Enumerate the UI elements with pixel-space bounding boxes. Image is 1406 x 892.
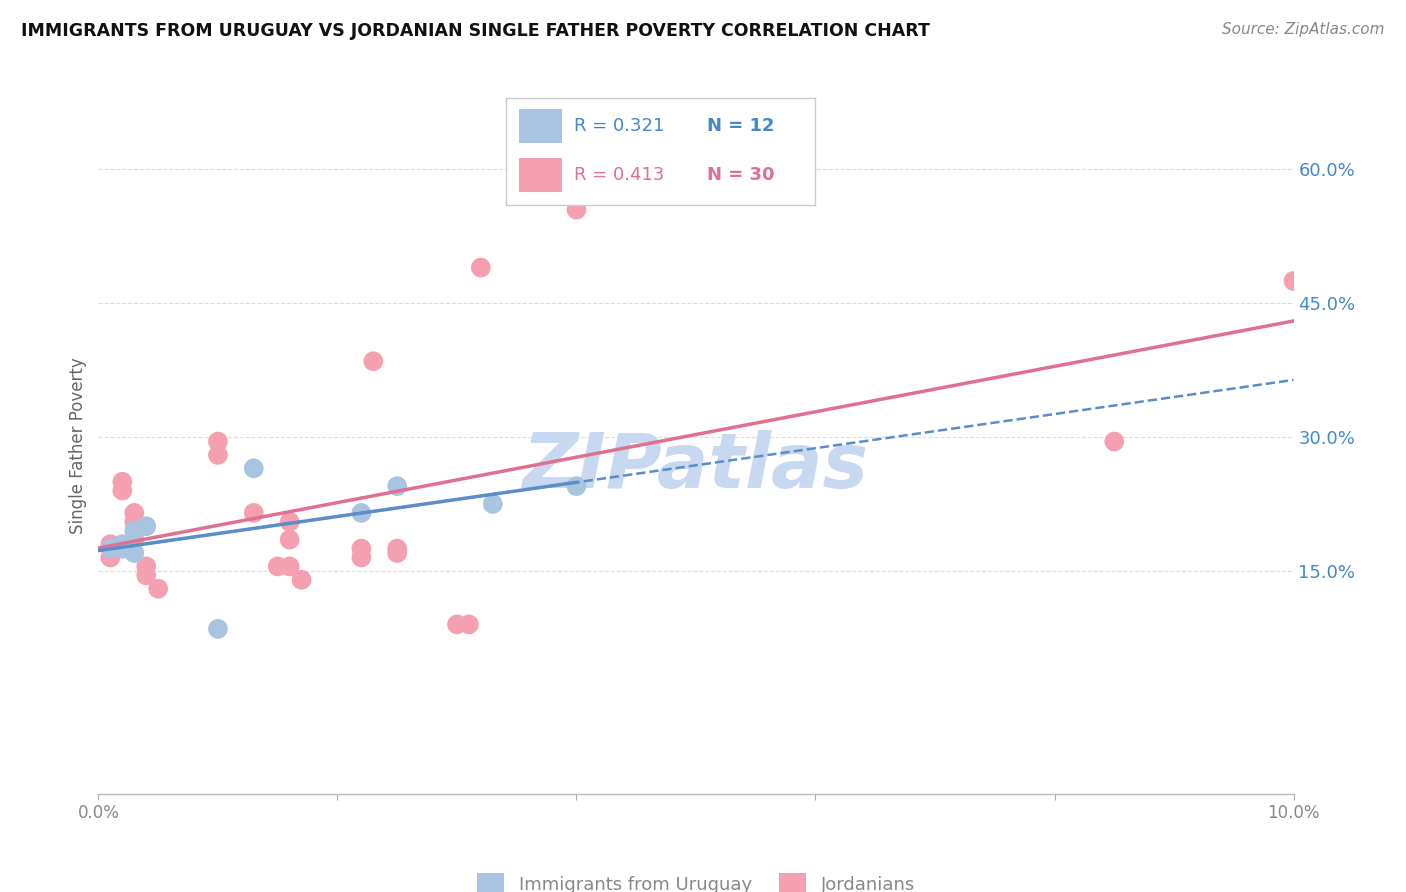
Point <box>481 497 505 511</box>
Point <box>385 546 409 560</box>
Legend: Immigrants from Uruguay, Jordanians: Immigrants from Uruguay, Jordanians <box>470 865 922 892</box>
Point <box>243 506 266 520</box>
Point <box>111 541 134 556</box>
Point <box>278 533 301 547</box>
Text: Source: ZipAtlas.com: Source: ZipAtlas.com <box>1222 22 1385 37</box>
Point <box>385 541 409 556</box>
Point <box>565 479 588 493</box>
Point <box>350 541 373 556</box>
Point <box>148 582 170 596</box>
FancyBboxPatch shape <box>519 109 562 143</box>
Point <box>1104 434 1126 449</box>
Point <box>111 483 134 498</box>
Point <box>111 541 134 556</box>
Point <box>207 434 229 449</box>
Point <box>100 550 122 565</box>
Point <box>124 515 146 529</box>
Y-axis label: Single Father Poverty: Single Father Poverty <box>69 358 87 534</box>
Point <box>243 461 266 475</box>
Point <box>135 559 157 574</box>
Text: N = 30: N = 30 <box>707 166 775 184</box>
Point <box>135 568 157 582</box>
Text: R = 0.321: R = 0.321 <box>574 117 665 135</box>
Point <box>363 354 385 368</box>
Text: ZIPatlas: ZIPatlas <box>523 430 869 504</box>
Point <box>291 573 314 587</box>
Point <box>458 617 481 632</box>
Point <box>111 475 134 489</box>
Point <box>350 550 373 565</box>
Point <box>124 546 146 560</box>
Point <box>446 617 468 632</box>
Text: IMMIGRANTS FROM URUGUAY VS JORDANIAN SINGLE FATHER POVERTY CORRELATION CHART: IMMIGRANTS FROM URUGUAY VS JORDANIAN SIN… <box>21 22 929 40</box>
Point <box>1282 274 1305 288</box>
Point <box>135 519 157 533</box>
Point <box>267 559 290 574</box>
Point <box>124 506 146 520</box>
Text: N = 12: N = 12 <box>707 117 775 135</box>
Point <box>207 622 229 636</box>
Point <box>565 202 588 217</box>
Point <box>100 537 122 551</box>
Point <box>278 515 301 529</box>
FancyBboxPatch shape <box>519 158 562 193</box>
Point <box>207 448 229 462</box>
Point <box>124 524 146 538</box>
Point <box>111 537 134 551</box>
Point <box>350 506 373 520</box>
Point <box>124 533 146 547</box>
Text: R = 0.413: R = 0.413 <box>574 166 665 184</box>
Point <box>470 260 492 275</box>
Point <box>385 479 409 493</box>
Point <box>100 541 122 556</box>
Point <box>278 559 301 574</box>
